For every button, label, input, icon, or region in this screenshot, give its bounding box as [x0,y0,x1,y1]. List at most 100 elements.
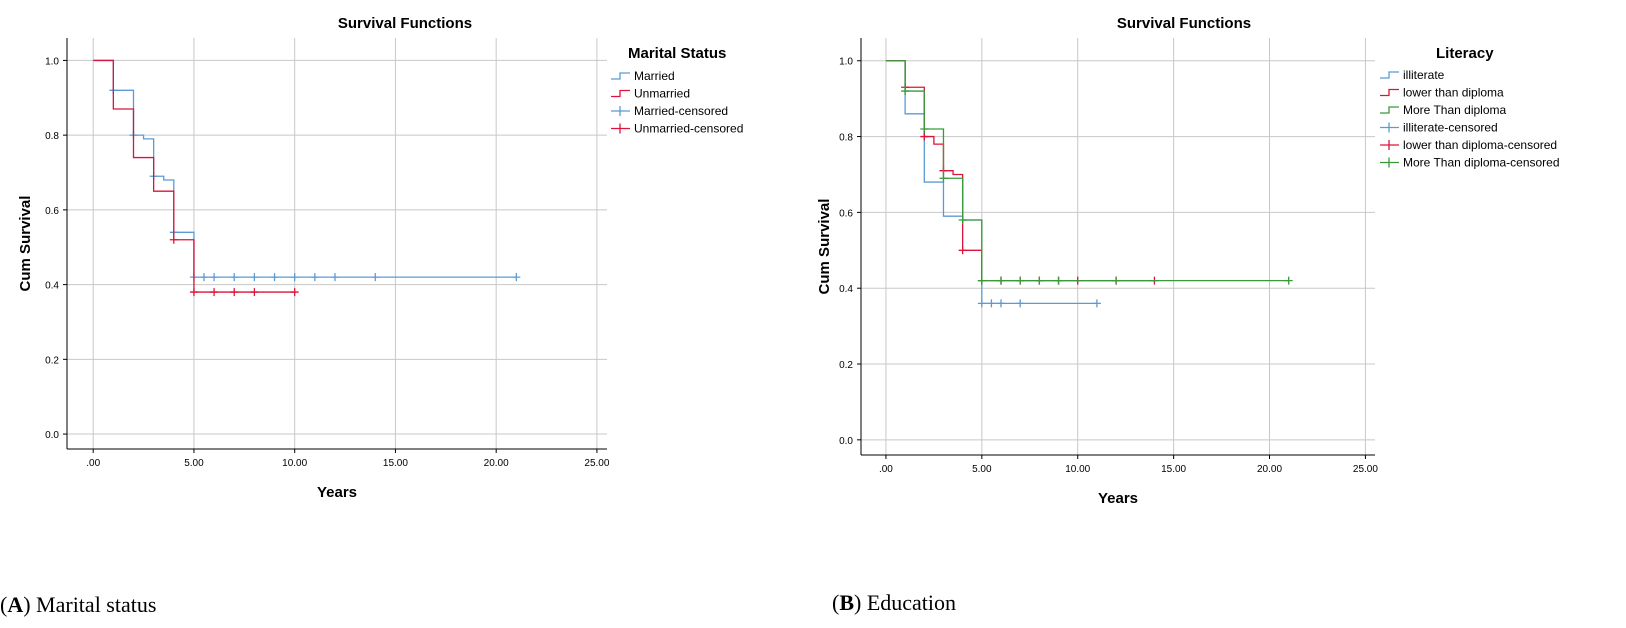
x-tick-label: 15.00 [383,458,408,469]
legend-label: More Than diploma-censored [1403,156,1560,170]
censor-mark [270,273,279,282]
censor-mark [512,273,521,282]
censor-mark [977,276,986,285]
legend-title: Literacy [1436,45,1494,62]
y-axis-title: Cum Survival [17,196,34,292]
legend-label: Unmarried [634,87,690,101]
y-tick-label: 0.4 [839,284,853,295]
chart-title: Survival Functions [338,15,472,32]
x-tick-label: 10.00 [282,458,307,469]
y-tick-label: 0.0 [839,436,853,447]
censor-mark [230,273,239,282]
censor-mark [310,273,319,282]
censor-mark [1054,276,1063,285]
legend-swatch-censor [1380,122,1399,133]
legend-label: Married [634,69,675,83]
censor-mark [958,215,967,224]
censor-mark [210,288,219,297]
y-tick-label: 0.0 [45,430,59,441]
x-tick-label: .00 [86,458,100,469]
y-axis-title: Cum Survival [816,199,833,295]
caption-b: (B) Education [832,590,957,615]
chart-panel-0: .00 5.00 10.00 15.00 20.00 25.00 0.0 0.2 0.4 0.6 0… [17,15,743,501]
x-tick-label: 25.00 [1353,464,1378,475]
caption-b-text: Education [866,590,957,615]
censor-mark [189,288,198,297]
legend-swatch-line [1380,106,1399,114]
censor-mark [1016,276,1025,285]
x-tick-label: 5.00 [972,464,992,475]
series-line-married [93,59,517,278]
chart-title: Survival Functions [1117,15,1251,32]
legend-label: lower than diploma-censored [1403,138,1557,152]
legend-label: Unmarried-censored [634,122,743,136]
y-tick-label: 1.0 [45,56,59,67]
y-tick-label: 0.6 [45,206,59,217]
legend-swatch-censor [1380,140,1399,150]
censor-mark [230,288,239,297]
censor-mark [250,273,259,282]
censor-mark [901,87,910,96]
y-tick-label: 0.2 [45,355,59,366]
caption-a: (A) Marital status [0,592,157,617]
legend-label: More Than diploma [1403,103,1506,117]
series-line-illiterate [885,60,1097,305]
censor-mark [939,174,948,183]
x-axis-title: Years [317,484,357,501]
censor-mark [920,132,929,141]
legend-swatch-line [611,89,630,98]
legend-label: Married-censored [634,104,728,118]
censor-mark [169,235,178,244]
censor-mark [977,299,986,308]
chart-panel-1: .00 5.00 10.00 15.00 20.00 25.00 0.0 0.2 0.4 0.6 0… [816,15,1560,507]
censor-mark [1284,276,1293,285]
y-tick-label: 1.0 [839,57,853,68]
y-tick-label: 0.8 [45,131,59,142]
x-tick-label: 20.00 [484,458,509,469]
censor-mark [1092,299,1101,308]
censor-mark [958,246,967,255]
legend-swatch-line [1380,71,1399,79]
x-tick-label: 20.00 [1257,464,1282,475]
caption-a-letter: A [7,592,24,617]
censor-mark [210,273,219,282]
censor-mark [987,299,996,308]
legend-title: Marital Status [628,45,726,62]
x-axis-title: Years [1098,490,1138,507]
censor-mark [250,288,259,297]
censor-mark [330,273,339,282]
caption-b-letter: B [839,590,855,615]
legend-label: illiterate [1403,68,1445,82]
series-line-more-than-diploma [885,60,1289,282]
series-line-unmarried [93,59,295,293]
censor-mark [997,276,1006,285]
legend-swatch-censor [611,106,630,116]
legend-swatch-line [611,72,630,80]
censor-mark [1016,299,1025,308]
x-tick-label: .00 [879,464,893,475]
x-tick-label: 25.00 [584,458,609,469]
y-tick-label: 0.6 [839,208,853,219]
legend-swatch-line [1380,88,1399,97]
censor-mark [371,273,380,282]
censor-mark [290,273,299,282]
censor-mark [200,273,209,282]
legend-swatch-censor [1380,157,1399,168]
censor-mark [290,288,299,297]
y-tick-label: 0.8 [839,133,853,144]
x-tick-label: 10.00 [1065,464,1090,475]
censor-mark [1112,276,1121,285]
censor-mark [1035,276,1044,285]
y-tick-label: 0.4 [45,281,59,292]
caption-a-text: Marital status [36,592,157,617]
censor-mark [920,124,929,133]
legend-label: illiterate-censored [1403,121,1498,135]
series-line-lower-than-diploma [885,60,1155,282]
x-tick-label: 5.00 [184,458,204,469]
x-tick-label: 15.00 [1161,464,1186,475]
legend-swatch-censor [611,123,630,134]
y-tick-label: 0.2 [839,360,853,371]
censor-mark [997,299,1006,308]
legend-label: lower than diploma [1403,86,1504,100]
